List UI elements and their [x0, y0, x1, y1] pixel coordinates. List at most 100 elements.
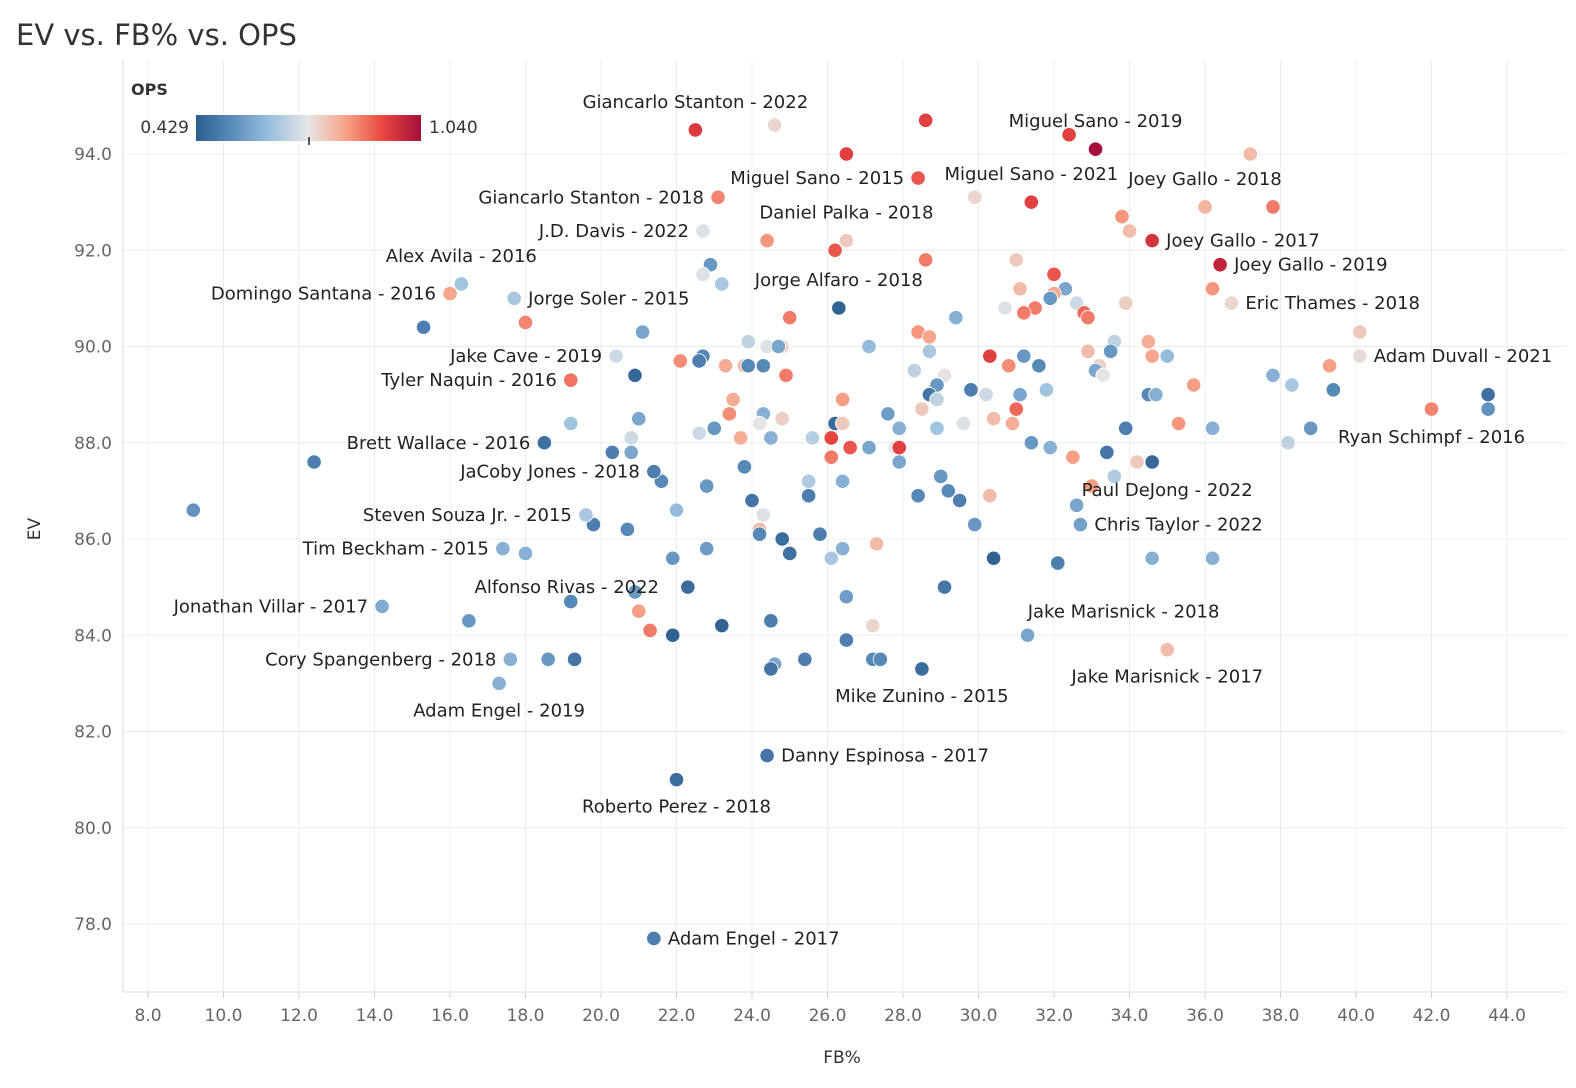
- point-label: Adam Engel - 2019: [413, 700, 585, 721]
- data-point: [782, 310, 798, 326]
- x-tick-label: 38.0: [1262, 1006, 1300, 1026]
- grid: [123, 60, 1566, 992]
- data-point: [1480, 387, 1496, 403]
- data-point: [929, 420, 945, 436]
- data-point: [823, 550, 839, 566]
- data-point: [1031, 358, 1047, 374]
- data-point: [415, 319, 432, 335]
- data-point: [1480, 401, 1496, 417]
- point-label: Daniel Palka - 2018: [759, 203, 933, 224]
- data-point: [918, 252, 934, 268]
- data-point: [1212, 257, 1228, 273]
- point-label: Joey Gallo - 2017: [1165, 231, 1320, 252]
- point-label: Paul DeJong - 2022: [1082, 480, 1253, 501]
- point-label: Alfonso Rivas - 2022: [475, 577, 660, 598]
- data-point: [948, 310, 964, 326]
- point-label: Brett Wallace - 2016: [347, 433, 531, 454]
- data-point: [627, 584, 643, 600]
- data-point: [714, 618, 730, 634]
- data-point: [933, 468, 949, 485]
- point-labels: Giancarlo Stanton - 2022 Miguel Sano - 20…: [173, 92, 1553, 950]
- data-point: [1008, 252, 1024, 268]
- data-point: [744, 492, 760, 509]
- data-point: [834, 415, 851, 432]
- data-point: [1080, 310, 1096, 326]
- data-point: [823, 449, 839, 465]
- data-point: [982, 488, 998, 504]
- x-axis-title: FB%: [823, 1048, 861, 1068]
- point-label: Jonathan Villar - 2017: [173, 596, 368, 617]
- data-point: [982, 348, 998, 364]
- data-point: [1118, 420, 1134, 436]
- data-point: [755, 507, 771, 523]
- data-point: [733, 430, 749, 446]
- legend-gradient-bar: [196, 115, 421, 141]
- data-point: [834, 473, 851, 489]
- data-point: [770, 338, 787, 355]
- point-label: Jorge Soler - 2015: [527, 288, 689, 309]
- data-point: [680, 579, 696, 595]
- x-tick-label: 22.0: [658, 1006, 696, 1026]
- data-point: [838, 233, 854, 249]
- data-point: [1265, 199, 1281, 215]
- data-point: [1012, 387, 1028, 403]
- data-point: [1118, 295, 1134, 311]
- data-point: [985, 550, 1002, 566]
- data-point: [774, 411, 790, 427]
- data-point: [540, 651, 556, 667]
- data-point: [740, 358, 756, 374]
- data-point: [1008, 401, 1024, 417]
- data-point: [699, 478, 715, 494]
- x-tick-label: 26.0: [809, 1006, 847, 1026]
- data-point: [838, 589, 854, 605]
- point-label: Tim Beckham - 2015: [302, 539, 489, 560]
- data-point: [940, 483, 956, 499]
- data-point: [1012, 281, 1028, 297]
- data-point: [1303, 420, 1319, 436]
- data-point: [831, 300, 847, 316]
- x-tick-label: 28.0: [884, 1006, 922, 1026]
- data-point: [461, 613, 477, 629]
- data-point: [1080, 343, 1096, 359]
- data-point: [872, 651, 888, 667]
- point-label: Danny Espinosa - 2017: [781, 746, 989, 767]
- x-tick-label: 14.0: [356, 1006, 394, 1026]
- point-label: Tyler Naquin - 2016: [380, 370, 557, 391]
- point-label: Giancarlo Stanton - 2018: [478, 187, 704, 208]
- data-point: [1069, 497, 1085, 513]
- data-point: [668, 502, 685, 518]
- data-point: [1042, 290, 1058, 306]
- data-point: [842, 439, 858, 456]
- data-point: [631, 603, 647, 619]
- data-point: [914, 661, 930, 677]
- data-point: [834, 391, 851, 408]
- x-tick-label: 20.0: [582, 1006, 620, 1026]
- data-point: [1016, 305, 1032, 321]
- data-point: [891, 439, 907, 456]
- data-point: [861, 338, 877, 355]
- data-point: [1197, 199, 1213, 215]
- data-point: [695, 223, 711, 239]
- data-point: [767, 117, 783, 133]
- data-point: [868, 536, 885, 552]
- data-point: [891, 454, 907, 470]
- data-point: [604, 444, 620, 460]
- data-point: [1129, 454, 1145, 470]
- point-label: JaCoby Jones - 2018: [459, 462, 640, 483]
- data-point: [763, 430, 779, 446]
- x-tick-label: 18.0: [507, 1006, 545, 1026]
- data-point: [665, 627, 681, 643]
- data-point: [185, 502, 201, 518]
- point-label: Jake Marisnick - 2018: [1027, 601, 1220, 622]
- data-point: [774, 531, 790, 547]
- data-point: [517, 314, 534, 331]
- data-point: [1204, 420, 1221, 436]
- legend-min-label: 0.429: [140, 118, 189, 138]
- data-point: [985, 411, 1002, 427]
- x-tick-label: 30.0: [960, 1006, 998, 1026]
- data-point: [706, 420, 722, 436]
- y-tick-label: 90.0: [74, 338, 112, 358]
- data-point: [646, 930, 662, 947]
- y-tick-label: 82.0: [74, 723, 112, 743]
- data-point: [491, 675, 507, 691]
